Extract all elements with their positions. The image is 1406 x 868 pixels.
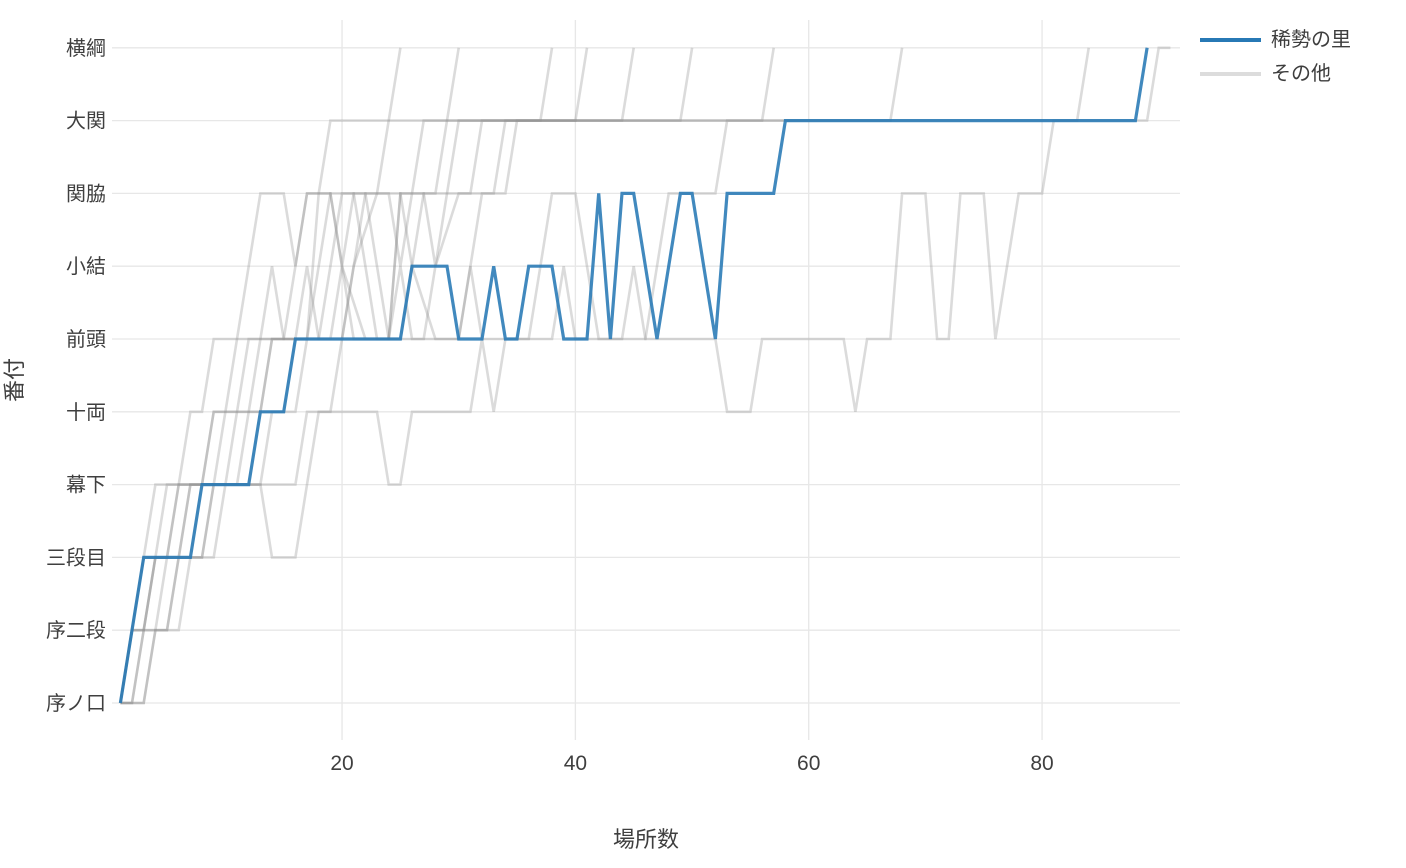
series-other-10 [119,46,1171,704]
y-tick-label: 大関 [66,110,106,133]
series-other-5 [119,47,635,704]
legend-label: 稀勢の里 [1271,29,1351,51]
y-tick-label: 序二段 [46,619,106,642]
series-other-4 [120,47,589,705]
x-tick-label: 80 [1030,752,1053,775]
series-other-8 [119,47,904,704]
legend-item-others: その他 [1200,60,1351,88]
series-other-6 [120,47,694,705]
x-axis-title: 場所数 [612,827,679,852]
legend-line-swatch-gray [1200,72,1261,76]
series-other-7 [119,47,775,704]
series-other-1 [119,47,402,704]
y-axis-title: 番付 [2,358,27,403]
series-kisenosato [118,47,1149,704]
y-tick-label: 十両 [66,401,106,424]
y-tick-label: 横綱 [66,37,106,60]
y-tick-label: 前頭 [66,328,106,351]
x-tick-label: 60 [797,752,820,775]
legend-item-kisenosato: 稀勢の里 [1200,26,1351,54]
legend: 稀勢の里 その他 [1200,26,1351,94]
y-tick-label: 幕下 [66,474,106,497]
y-tick-label: 関脇 [66,182,106,205]
x-tick-label: 20 [330,752,353,775]
legend-label: その他 [1271,63,1331,85]
x-tick-label: 40 [564,752,587,775]
series-other-9 [120,47,1090,705]
y-tick-label: 小結 [66,255,106,278]
y-tick-label: 三段目 [46,546,106,569]
y-tick-label: 序ノ口 [46,692,106,715]
legend-line-swatch-blue [1200,38,1261,42]
